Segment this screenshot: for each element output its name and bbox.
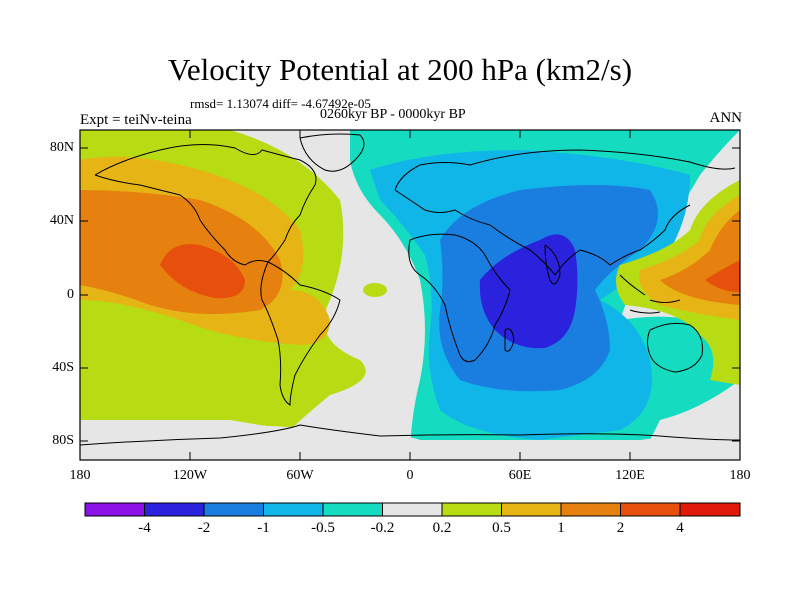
lat-label-80n: 80N [49, 140, 74, 155]
positive-blob-atlantic [363, 283, 387, 297]
africa-coast [408, 233, 511, 363]
india-coast [544, 244, 561, 285]
colorbar-box-4 [263, 502, 324, 517]
lat-label-80s: 80S [52, 433, 74, 448]
lon-label-120e: 120E [615, 468, 645, 483]
colorbar-label: -0.2 [370, 520, 395, 536]
madagascar-coast [504, 328, 515, 352]
colorbar-label: 0.2 [432, 520, 452, 536]
colorbar-box-5 [322, 502, 383, 517]
rmsd-diff-stats: rmsd= 1.13074 diff= -4.67492e-05 [190, 96, 371, 111]
lon-label-60e: 60E [508, 468, 532, 483]
lat-label-40s: 40S [52, 360, 74, 375]
colorbar-box-7 [441, 502, 502, 517]
experiment-label: Expt = teiNv-teina [80, 112, 192, 128]
lon-ticks [79, 130, 741, 460]
map-title: Velocity Potential at 200 hPa (km2/s) [167, 52, 633, 87]
lon-label-120w: 120W [172, 468, 208, 483]
colorbar-box-6 [382, 502, 443, 517]
colorbar-box-2 [144, 502, 205, 517]
coastlines [80, 133, 740, 446]
colorbar-label: 2 [616, 520, 625, 536]
australia-coast [647, 322, 703, 373]
antarctica-coast [80, 424, 740, 446]
colorbar-label: -2 [197, 520, 211, 536]
lon-label-0: 0 [406, 468, 414, 483]
positive-contour-2-westpacific [705, 260, 740, 292]
colorbar-label: -1 [257, 520, 270, 536]
north-america-coast [94, 143, 317, 266]
colorbar [84, 502, 741, 517]
lat-ticks [80, 147, 740, 442]
greenland-coast [299, 133, 365, 172]
colorbar-box-9 [560, 502, 621, 517]
negative-contour-2 [479, 234, 578, 349]
lat-label-40n: 40N [49, 213, 74, 228]
lon-label-60w: 60W [286, 468, 314, 483]
lon-label-180e: 180 [729, 468, 751, 483]
lon-label-180w: 180 [69, 468, 91, 483]
maritime-continent-coast [619, 274, 681, 314]
colorbar-label: 1 [557, 520, 565, 536]
colorbar-box-3 [203, 502, 264, 517]
velocity-potential-field [80, 130, 740, 460]
colorbar-label: 4 [676, 520, 684, 536]
season-label: ANN [709, 110, 743, 126]
antarctic-neutral-band [80, 424, 740, 460]
colorbar-box-8 [501, 502, 562, 517]
lat-label-0: 0 [67, 287, 74, 302]
europe-asia-coast [394, 149, 736, 276]
colorbar-box-10 [620, 502, 681, 517]
time-period-label: 0260kyr BP - 0000kyr BP [320, 107, 466, 122]
positive-contour-2-pacific [160, 244, 245, 299]
colorbar-label: 0.5 [492, 520, 511, 536]
colorbar-box-11 [679, 502, 741, 517]
south-america-coast [260, 261, 341, 406]
colorbar-box-1 [84, 502, 145, 517]
colorbar-label: -0.5 [311, 520, 335, 536]
colorbar-label: -4 [138, 520, 151, 536]
